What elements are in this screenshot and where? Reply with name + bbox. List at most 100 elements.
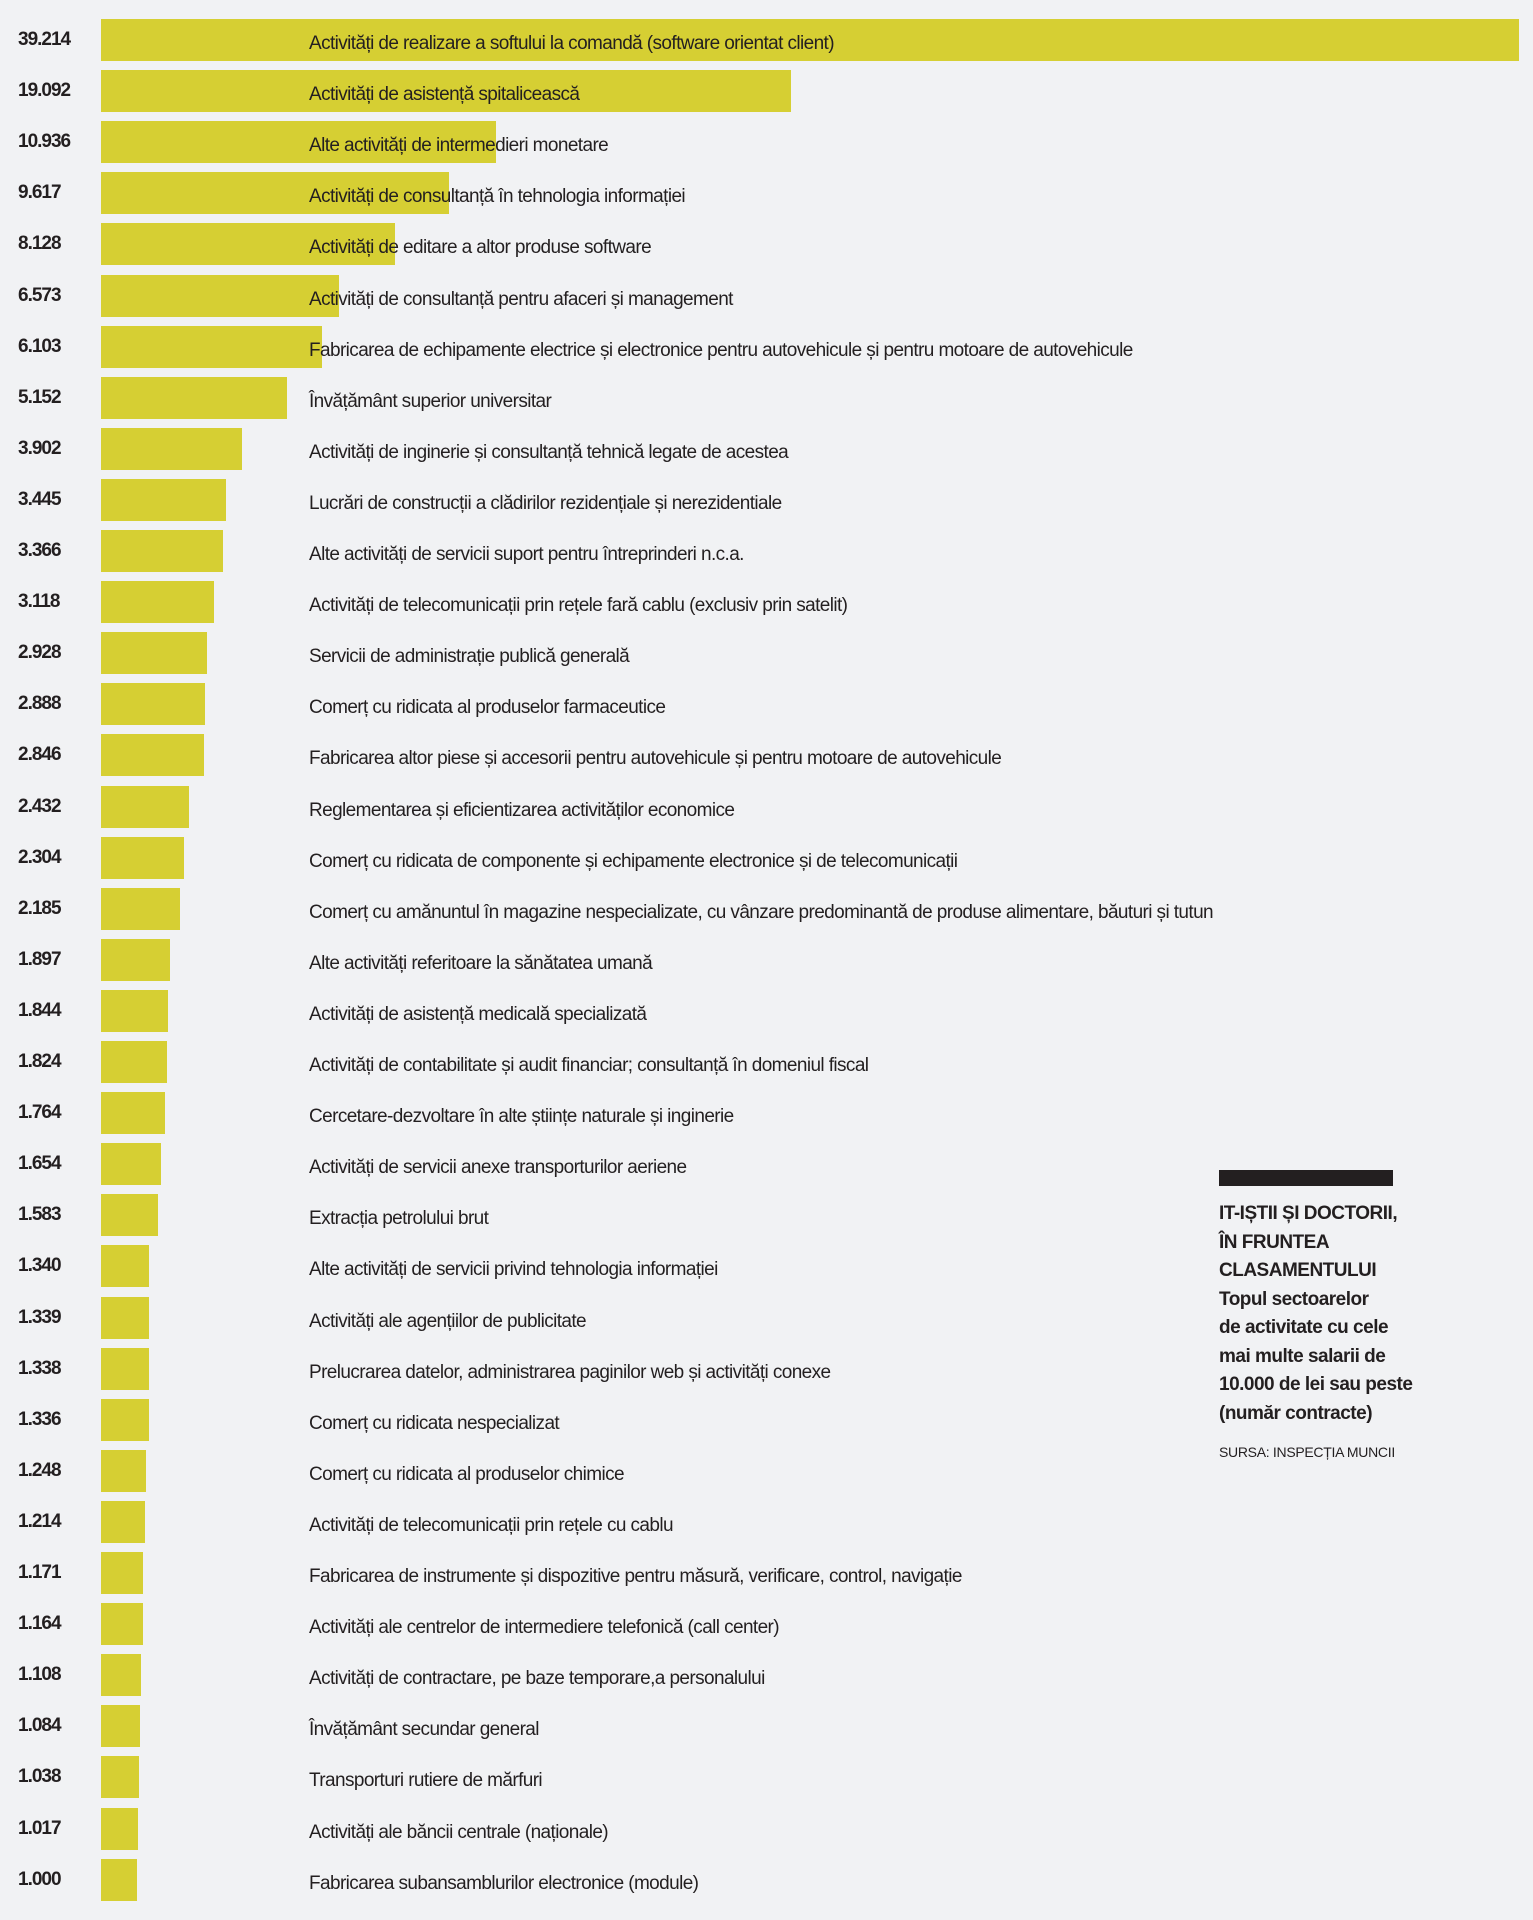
bar: [101, 1143, 161, 1186]
bar-row: 1.824 Activități de contabilitate și audi…: [0, 1041, 1533, 1083]
value-label: 8.128: [18, 233, 62, 255]
bar: [101, 581, 214, 624]
bar-row: 19.092 Activități de asistență spitalicea…: [0, 70, 1533, 113]
value-label: 1.583: [18, 1204, 62, 1226]
bar: [101, 1194, 159, 1237]
bar: [101, 836, 185, 879]
bar: [101, 427, 243, 470]
bar: [101, 223, 395, 266]
category-label: Fabricarea subansamblurilor electronice …: [309, 1872, 699, 1894]
bar: [101, 1347, 150, 1390]
category-label: Învățământ superior universitar: [309, 390, 552, 412]
bar: [101, 734, 204, 777]
bar-row: 1.844 Activități de asistență medicală sp…: [0, 989, 1533, 1032]
value-label: 2.185: [18, 897, 62, 919]
bar: [101, 683, 206, 726]
bar: [101, 938, 170, 981]
value-label: 6.573: [18, 284, 62, 306]
value-label: 19.092: [18, 80, 71, 102]
bar-row: 1.171 Fabricarea de instrumente și dispoz…: [0, 1552, 1533, 1594]
bar: [101, 70, 792, 113]
category-label: Activități ale centrelor de intermediere…: [309, 1617, 780, 1639]
value-label: 1.248: [18, 1459, 62, 1481]
bar: [101, 1500, 145, 1543]
category-label: Alte activități de intermedieri monetare: [309, 135, 609, 157]
bar: [101, 989, 168, 1032]
bar-row: 6.103 Fabricarea de echipamente electrice…: [0, 325, 1533, 368]
category-label: Alte activități de servicii privind tehn…: [309, 1259, 718, 1281]
category-label: Reglementarea și eficientizarea activită…: [309, 799, 735, 821]
category-label: Alte activități de servicii suport pentr…: [309, 544, 744, 565]
bar-row: 1.583 Extracția petrolului brut: [0, 1194, 1533, 1237]
bar-row: 39.214 Activități de realizare a softului…: [0, 19, 1533, 61]
category-label: Învățământ secundar general: [309, 1719, 540, 1741]
category-label: Activități de realizare a softului la co…: [309, 33, 835, 54]
bar-row: 2.432 Reglementarea și eficientizarea act…: [0, 785, 1533, 828]
bar: [101, 1552, 144, 1594]
bar: [101, 172, 449, 215]
bar-row: 1.038 Transporturi rutiere de mărfuri: [0, 1756, 1533, 1799]
bar-row: 1.248 Comerț cu ridicata al produselor ch…: [0, 1449, 1533, 1492]
value-label: 3.445: [18, 488, 62, 510]
category-label: Activități de contabilitate și audit fin…: [309, 1055, 869, 1076]
bar: [101, 1705, 141, 1748]
value-label: 2.432: [18, 795, 62, 817]
category-label: Transporturi rutiere de mărfuri: [309, 1770, 543, 1792]
title-rule: [1219, 1170, 1393, 1186]
bar-row: 10.936 Alte activități de intermedieri mo…: [0, 121, 1533, 164]
bar: [101, 1041, 167, 1083]
bar: [101, 376, 288, 419]
category-label: Activități de inginerie și consultanță t…: [309, 441, 789, 463]
bar: [101, 1756, 139, 1799]
category-label: Activități de servicii anexe transportur…: [309, 1157, 687, 1179]
value-label: 1.897: [18, 948, 62, 970]
category-label: Activități ale băncii centrale (național…: [309, 1821, 609, 1843]
bar-row: 5.152 Învățământ superior universitar: [0, 376, 1533, 419]
value-label: 1.214: [18, 1510, 62, 1532]
value-label: 1.654: [18, 1153, 62, 1175]
bar: [101, 1398, 150, 1441]
value-label: 2.846: [18, 744, 62, 766]
category-label: Activități de consultanță în tehnologia …: [309, 186, 686, 208]
bar: [101, 1603, 144, 1646]
bar-row: 1.338 Prelucrarea datelor, administrarea …: [0, 1347, 1533, 1390]
bar-row: 9.617 Activități de consultanță în tehnol…: [0, 172, 1533, 215]
subtitle-line: de activitate cu cele: [1219, 1317, 1389, 1338]
bar-row: 1.017 Activități ale băncii centrale (naț…: [0, 1807, 1533, 1850]
bar: [101, 887, 180, 930]
bar-row: 1.340 Alte activități de servicii privind…: [0, 1245, 1533, 1288]
bar: [101, 530, 223, 572]
value-label: 1.171: [18, 1562, 62, 1583]
category-label: Fabricarea de echipamente electrice și e…: [309, 339, 1133, 361]
bar-row: 1.336 Comerț cu ridicata nespecializat: [0, 1398, 1533, 1441]
bar-row: 8.128 Activități de editare a altor produ…: [0, 223, 1533, 266]
bar: [101, 1245, 150, 1288]
bar: [101, 121, 497, 164]
bar: [101, 1807, 138, 1850]
value-label: 1.338: [18, 1357, 62, 1379]
category-label: Activități de consultanță pentru afaceri…: [309, 288, 733, 310]
category-label: Activități de contractare, pe baze tempo…: [309, 1668, 765, 1690]
category-label: Lucrări de construcții a clădirilor rezi…: [309, 492, 782, 514]
bar: [101, 325, 322, 368]
bar-row: 1.764 Cercetare-dezvoltare în alte științ…: [0, 1092, 1533, 1135]
bar: [101, 632, 207, 675]
category-label: Fabricarea de instrumente și dispozitive…: [309, 1566, 962, 1587]
category-label: Comerț cu ridicata nespecializat: [309, 1412, 560, 1434]
bar-row: 1.084 Învățământ secundar general: [0, 1705, 1533, 1748]
value-label: 2.304: [18, 846, 62, 868]
subtitle-line: Topul sectoarelor: [1219, 1288, 1369, 1310]
bar: [101, 1296, 150, 1339]
value-label: 6.103: [18, 335, 62, 357]
category-label: Extracția petrolului brut: [309, 1208, 489, 1230]
value-label: 1.084: [18, 1715, 62, 1737]
bar-row: 3.366 Alte activități de servicii suport …: [0, 530, 1533, 572]
bar-row: 1.339 Activități ale agențiilor de public…: [0, 1296, 1533, 1339]
value-label: 10.936: [18, 131, 71, 153]
source-note: SURSA: INSPECȚIA MUNCII: [1219, 1444, 1395, 1460]
bar: [101, 19, 1519, 61]
subtitle-line: (număr contracte): [1219, 1402, 1373, 1424]
bar: [101, 1858, 138, 1901]
bar-row: 2.888 Comerț cu ridicata al produselor fa…: [0, 683, 1533, 726]
